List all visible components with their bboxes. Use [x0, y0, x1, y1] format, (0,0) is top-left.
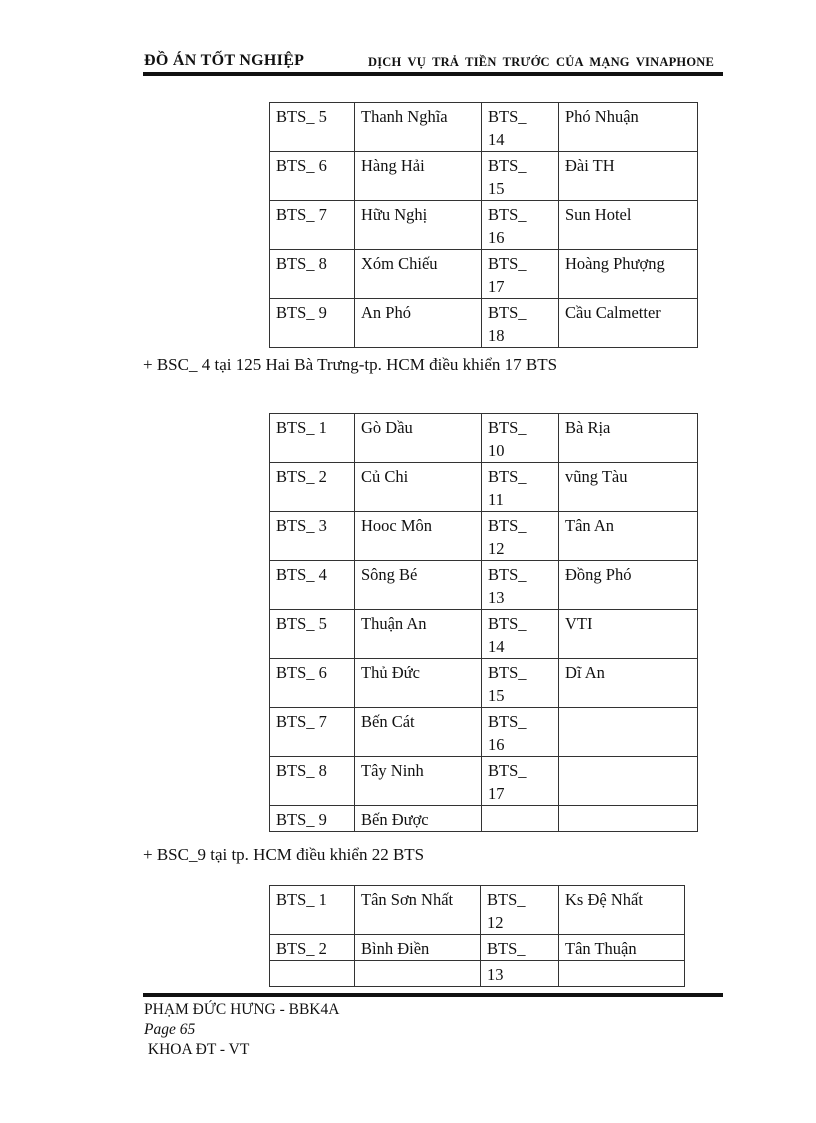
table-cell: BTS_ 6 [269, 658, 355, 708]
table-row: BTS_ 9 An Phó BTS_ 18 Cầu Calmetter [269, 298, 698, 348]
header-title-left: ĐỒ ÁN TỐT NGHIỆP [144, 52, 305, 69]
header-divider [143, 72, 723, 76]
table-cell: BTS_ 4 [269, 560, 355, 610]
table-cell: BTS_ 9 [269, 298, 355, 348]
table-cell: BTS_ 12 [481, 511, 559, 561]
table-row: 13 [269, 960, 685, 987]
table-cell: BTS_ 6 [269, 151, 355, 201]
table-cell: Bến Cát [354, 707, 482, 757]
table-cell: BTS_ 13 [481, 560, 559, 610]
table-cell [558, 707, 698, 757]
header-title-right: DỊCH VỤ TRẢ TIỀN TRƯỚC CỦA MẠNG VINAPHON… [368, 55, 715, 69]
table-cell [354, 960, 481, 987]
table-cell: BTS_ 7 [269, 707, 355, 757]
table-cell: An Phó [354, 298, 482, 348]
table-cell: Hữu Nghị [354, 200, 482, 250]
table-cell: Tân Thuận [558, 934, 685, 961]
table-cell: Cầu Calmetter [558, 298, 698, 348]
table-cell: BTS_ 12 [480, 885, 559, 935]
table-cell: Xóm Chiếu [354, 249, 482, 299]
table-cell: BTS_ 15 [481, 658, 559, 708]
table-row: BTS_ 1 Gò Dầu BTS_ 10 Bà Rịa [269, 413, 698, 463]
table-cell: Phó Nhuận [558, 102, 698, 152]
table-cell: BTS_ 14 [481, 609, 559, 659]
table-cell: Củ Chi [354, 462, 482, 512]
table-cell: Bà Rịa [558, 413, 698, 463]
table-cell: BTS_ 5 [269, 102, 355, 152]
table-row: BTS_ 5 Thuận An BTS_ 14 VTI [269, 609, 698, 659]
table-cell: Ks Đệ Nhất [558, 885, 685, 935]
table-cell [558, 756, 698, 806]
table-cell: BTS_ 17 [481, 249, 559, 299]
footer-department: KHOA ĐT - VT [144, 1041, 250, 1058]
table-cell: BTS_ 7 [269, 200, 355, 250]
table-cell: Bến Được [354, 805, 482, 832]
table-cell: BTS_ 3 [269, 511, 355, 561]
table-cell: Đồng Phó [558, 560, 698, 610]
table-cell [558, 960, 685, 987]
table-cell: Thanh Nghĩa [354, 102, 482, 152]
table-row: BTS_ 5 Thanh Nghĩa BTS_ 14 Phó Nhuận [269, 102, 698, 152]
table-row: BTS_ 7 Hữu Nghị BTS_ 16 Sun Hotel [269, 200, 698, 250]
table-cell: Tân An [558, 511, 698, 561]
table-row: BTS_ 3 Hooc Môn BTS_ 12 Tân An [269, 511, 698, 561]
table-row: BTS_ 7 Bến Cát BTS_ 16 [269, 707, 698, 757]
table-cell [481, 805, 559, 832]
bsc4-paragraph: + BSC_ 4 tại 125 Hai Bà Trưng-tp. HCM đi… [143, 355, 558, 374]
table-cell: Hooc Môn [354, 511, 482, 561]
table-row: BTS_ 2 Bình Điền BTS_ Tân Thuận [269, 934, 685, 961]
table-cell: Thuận An [354, 609, 482, 659]
table-row: BTS_ 1 Tân Sơn Nhất BTS_ 12 Ks Đệ Nhất [269, 885, 685, 935]
table-cell: Tân Sơn Nhất [354, 885, 481, 935]
table-cell: Hoàng Phượng [558, 249, 698, 299]
table-cell: vũng Tàu [558, 462, 698, 512]
table-cell: Sun Hotel [558, 200, 698, 250]
table-cell: Dĩ An [558, 658, 698, 708]
table-cell: BTS_ [480, 934, 559, 961]
table-cell: BTS_ 1 [269, 413, 355, 463]
table-cell: BTS_ 18 [481, 298, 559, 348]
bts-table-2: BTS_ 1 Gò Dầu BTS_ 10 Bà Rịa BTS_ 2 Củ Chi BTS… [269, 413, 698, 832]
table-cell: Hàng Hải [354, 151, 482, 201]
table-cell: BTS_ 10 [481, 413, 559, 463]
table-row: BTS_ 9 Bến Được [269, 805, 698, 832]
table-cell: BTS_ 9 [269, 805, 355, 832]
table-cell: BTS_ 2 [269, 934, 355, 961]
footer-page-number: Page 65 [144, 1021, 196, 1038]
table-cell: BTS_ 17 [481, 756, 559, 806]
table-cell: BTS_ 8 [269, 756, 355, 806]
bts-table-3: BTS_ 1 Tân Sơn Nhất BTS_ 12 Ks Đệ Nhất BTS_ … [269, 885, 685, 987]
table-row: BTS_ 4 Sông Bé BTS_ 13 Đồng Phó [269, 560, 698, 610]
table-cell: BTS_ 8 [269, 249, 355, 299]
bsc9-paragraph: + BSC_9 tại tp. HCM điều khiển 22 BTS [143, 845, 425, 864]
table-cell: BTS_ 15 [481, 151, 559, 201]
footer-author: PHẠM ĐỨC HƯNG - BBK4A [144, 1001, 340, 1018]
table-cell: Đài TH [558, 151, 698, 201]
table-cell: Bình Điền [354, 934, 481, 961]
table-cell: Sông Bé [354, 560, 482, 610]
table-cell: 13 [480, 960, 559, 987]
table-row: BTS_ 2 Củ Chi BTS_ 11 vũng Tàu [269, 462, 698, 512]
footer-divider [143, 993, 723, 997]
table-row: BTS_ 8 Tây Ninh BTS_ 17 [269, 756, 698, 806]
table-cell: Thủ Đức [354, 658, 482, 708]
table-cell: BTS_ 11 [481, 462, 559, 512]
table-cell: BTS_ 14 [481, 102, 559, 152]
table-cell: Tây Ninh [354, 756, 482, 806]
table-cell: BTS_ 16 [481, 200, 559, 250]
table-row: BTS_ 6 Hàng Hải BTS_ 15 Đài TH [269, 151, 698, 201]
table-cell: BTS_ 16 [481, 707, 559, 757]
table-cell: BTS_ 5 [269, 609, 355, 659]
table-cell: BTS_ 2 [269, 462, 355, 512]
table-cell: Gò Dầu [354, 413, 482, 463]
table-row: BTS_ 8 Xóm Chiếu BTS_ 17 Hoàng Phượng [269, 249, 698, 299]
table-cell: VTI [558, 609, 698, 659]
table-cell: BTS_ 1 [269, 885, 355, 935]
table-cell [558, 805, 698, 832]
table-row: BTS_ 6 Thủ Đức BTS_ 15 Dĩ An [269, 658, 698, 708]
table-cell [269, 960, 355, 987]
